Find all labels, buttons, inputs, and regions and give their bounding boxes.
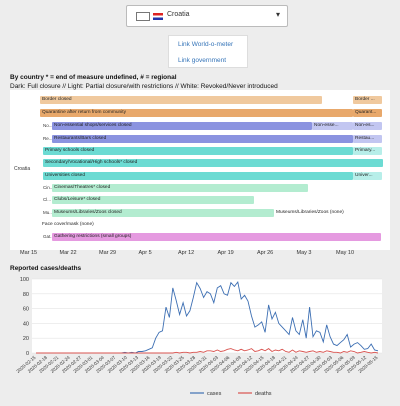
timeline-row-label: Mu...: [43, 210, 54, 215]
timeline-x-tick: Apr 5: [138, 250, 152, 256]
timeline-x-tick: May 10: [336, 250, 355, 256]
measure-bar: Border closed: [40, 96, 322, 104]
cases-chart-title: Reported cases/deaths: [10, 265, 82, 272]
timeline-x-tick: May 3: [296, 250, 312, 256]
measure-bar: Non-es...: [353, 122, 382, 130]
y-tick-label: 60: [23, 307, 29, 313]
measure-bar: Non-essential shops/services closed: [52, 122, 312, 130]
measure-bar: Restau...: [353, 135, 382, 143]
measure-bar: Face cover/mask (none): [40, 221, 210, 229]
legend-line-2: Dark: Full closure // Light: Partial clo…: [10, 83, 278, 90]
country-select[interactable]: Croatia ▾: [126, 5, 288, 27]
measure-bar: Border ...: [353, 96, 382, 104]
country-select-value: Croatia: [167, 11, 190, 18]
timeline-x-tick: Mar 22: [59, 250, 77, 256]
timeline-country-label: Croatia: [14, 166, 31, 172]
timeline-row-label: Cin...: [43, 185, 54, 190]
timeline-x-tick: Mar 29: [99, 250, 117, 256]
measure-bar: Restaurants/Bars closed: [52, 135, 353, 143]
timeline-row-label: Gat...: [43, 234, 55, 239]
legend-label-deaths: deaths: [255, 391, 272, 397]
timeline-x-tick: Apr 19: [217, 250, 234, 256]
croatia-flag-icon: [153, 13, 163, 20]
measure-bar: Non-esse...: [312, 122, 353, 130]
measure-bar: Primary schools closed: [43, 147, 353, 155]
timeline-x-tick: Mar 15: [20, 250, 38, 256]
y-tick-label: 40: [23, 321, 29, 327]
link-government[interactable]: Link government: [178, 57, 227, 64]
y-tick-label: 80: [23, 292, 29, 298]
timeline-row-label: Cl...: [43, 197, 52, 202]
y-tick-label: 20: [23, 336, 29, 342]
flag-icon: [136, 12, 150, 21]
measure-bar: Museums/Libraries/Zoos closed: [52, 209, 274, 217]
timeline-x-tick: Apr 12: [178, 250, 195, 256]
cases-chart-svg: 0204060801002020-02-152020-02-182020-02-…: [15, 277, 382, 397]
link-worldometer[interactable]: Link World-o-meter: [178, 41, 234, 48]
links-panel: Link World-o-meter Link government: [168, 35, 248, 68]
measure-bar: Universities closed: [43, 172, 353, 180]
timeline-x-tick: Apr 26: [257, 250, 274, 256]
measure-bar: Primary...: [353, 147, 382, 155]
measure-bar: Cinemas/Theatres* closed: [52, 184, 308, 192]
y-tick-label: 0: [26, 351, 29, 357]
measure-bar: Museums/Libraries/Zoos (none): [274, 209, 382, 217]
measure-bar: Secondary/Vocational/High schools* close…: [43, 159, 383, 167]
legend-label-cases: cases: [207, 391, 222, 397]
chevron-down-icon: ▾: [275, 10, 280, 19]
measure-bar: Gathering restrictions (small groups): [52, 233, 381, 241]
plot-area: [32, 279, 382, 353]
measure-bar: Quarant...: [353, 109, 382, 117]
timeline-row-label: Re...: [43, 136, 53, 141]
cases-chart: 0 20 40 60 80 100 2020-02-15 2020-02-18 2020-02-…: [10, 273, 390, 401]
y-tick-label: 100: [20, 277, 29, 283]
timeline-row-label: No...: [43, 123, 53, 128]
measure-bar: Univer...: [353, 172, 382, 180]
measure-bar: Quarantine after return from community: [40, 109, 353, 117]
measure-bar: Clubs/Leisure* closed: [52, 196, 254, 204]
series-line-deaths: [36, 348, 379, 354]
legend-line-1: By country * = end of measure undefined,…: [10, 74, 177, 81]
